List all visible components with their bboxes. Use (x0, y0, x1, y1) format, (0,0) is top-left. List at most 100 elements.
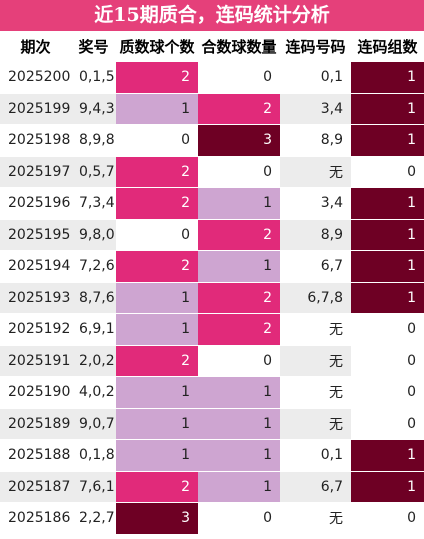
cell-prime-count: 2 (116, 156, 198, 188)
cell-consecutive-numbers: 无 (280, 408, 351, 440)
cell-issue: 2025188 (0, 439, 71, 472)
cell-prime-count: 2 (116, 345, 198, 377)
cell-award: 8,7,6 (71, 282, 116, 314)
table-row: 2025192 6,9,1 1 2 无 0 (0, 313, 424, 346)
table-row: 2025189 9,0,7 1 1 无 0 (0, 408, 424, 440)
cell-consecutive-numbers: 6,7 (280, 471, 351, 503)
table-row: 2025196 7,3,4 2 1 3,4 1 (0, 187, 424, 220)
cell-composite-count: 2 (198, 313, 280, 346)
cell-composite-count: 1 (198, 250, 280, 283)
table-row: 2025197 0,5,7 2 0 无 0 (0, 156, 424, 188)
table-row: 2025193 8,7,6 1 2 6,7,8 1 (0, 282, 424, 314)
cell-award: 0,5,7 (71, 156, 116, 188)
table-row: 2025191 2,0,2 2 0 无 0 (0, 345, 424, 377)
cell-prime-count: 1 (116, 439, 198, 472)
cell-issue: 2025199 (0, 93, 71, 125)
cell-composite-count: 2 (198, 93, 280, 125)
cell-composite-count: 2 (198, 219, 280, 251)
cell-consecutive-groups: 0 (351, 408, 424, 440)
table-row: 2025186 2,2,7 3 0 无 0 (0, 502, 424, 535)
cell-award: 9,0,7 (71, 408, 116, 440)
cell-consecutive-numbers: 无 (280, 502, 351, 535)
cell-composite-count: 0 (198, 345, 280, 377)
cell-issue: 2025193 (0, 282, 71, 314)
cell-prime-count: 1 (116, 376, 198, 409)
cell-award: 6,9,1 (71, 313, 116, 346)
header-award: 奖号 (71, 31, 116, 62)
cell-consecutive-numbers: 无 (280, 345, 351, 377)
cell-consecutive-numbers: 8,9 (280, 219, 351, 251)
cell-composite-count: 1 (198, 376, 280, 409)
cell-award: 0,1,8 (71, 439, 116, 472)
cell-consecutive-groups: 1 (351, 282, 424, 314)
cell-consecutive-groups: 0 (351, 156, 424, 188)
cell-consecutive-numbers: 3,4 (280, 93, 351, 125)
cell-consecutive-groups: 1 (351, 93, 424, 125)
table-header-row: 期次 奖号 质数球个数 合数球数量 连码号码 连码组数 (0, 31, 424, 62)
cell-prime-count: 3 (116, 502, 198, 535)
cell-composite-count: 1 (198, 471, 280, 503)
cell-award: 9,8,0 (71, 219, 116, 251)
cell-prime-count: 1 (116, 313, 198, 346)
cell-issue: 2025198 (0, 124, 71, 157)
cell-consecutive-numbers: 3,4 (280, 187, 351, 220)
cell-award: 2,0,2 (71, 345, 116, 377)
cell-composite-count: 0 (198, 502, 280, 535)
cell-consecutive-numbers: 无 (280, 313, 351, 346)
cell-issue: 2025189 (0, 408, 71, 440)
cell-consecutive-groups: 1 (351, 219, 424, 251)
page-title: 近15期质合，连码统计分析 (0, 0, 424, 31)
header-prime-count: 质数球个数 (116, 31, 198, 62)
cell-prime-count: 1 (116, 408, 198, 440)
cell-composite-count: 1 (198, 408, 280, 440)
cell-prime-count: 2 (116, 471, 198, 503)
header-consecutive-groups: 连码组数 (351, 31, 424, 62)
cell-consecutive-groups: 1 (351, 471, 424, 503)
cell-consecutive-numbers: 无 (280, 376, 351, 409)
cell-issue: 2025192 (0, 313, 71, 346)
header-consecutive-numbers: 连码号码 (280, 31, 351, 62)
cell-consecutive-groups: 1 (351, 124, 424, 157)
cell-award: 2,2,7 (71, 502, 116, 535)
cell-consecutive-numbers: 无 (280, 156, 351, 188)
cell-consecutive-groups: 0 (351, 376, 424, 409)
table-row: 2025195 9,8,0 0 2 8,9 1 (0, 219, 424, 251)
cell-consecutive-groups: 1 (351, 62, 424, 94)
cell-issue: 2025194 (0, 250, 71, 283)
cell-prime-count: 2 (116, 62, 198, 94)
table-row: 2025199 9,4,3 1 2 3,4 1 (0, 93, 424, 125)
cell-issue: 2025195 (0, 219, 71, 251)
cell-award: 9,4,3 (71, 93, 116, 125)
cell-composite-count: 2 (198, 282, 280, 314)
cell-prime-count: 2 (116, 250, 198, 283)
table-row: 2025190 4,0,2 1 1 无 0 (0, 376, 424, 409)
cell-consecutive-groups: 0 (351, 313, 424, 346)
cell-issue: 2025187 (0, 471, 71, 503)
table-row: 2025188 0,1,8 1 1 0,1 1 (0, 439, 424, 472)
cell-prime-count: 0 (116, 219, 198, 251)
header-issue: 期次 (0, 31, 71, 62)
cell-issue: 2025196 (0, 187, 71, 220)
cell-issue: 2025200 (0, 62, 71, 94)
cell-issue: 2025191 (0, 345, 71, 377)
cell-issue: 2025186 (0, 502, 71, 535)
cell-composite-count: 0 (198, 156, 280, 188)
cell-consecutive-numbers: 0,1 (280, 439, 351, 472)
cell-prime-count: 2 (116, 187, 198, 220)
cell-award: 8,9,8 (71, 124, 116, 157)
cell-award: 0,1,5 (71, 62, 116, 94)
table-row: 2025194 7,2,6 2 1 6,7 1 (0, 250, 424, 283)
cell-prime-count: 1 (116, 282, 198, 314)
table-body: 2025200 0,1,5 2 0 0,1 1 2025199 9,4,3 1 2 3,4 1 2025… (0, 62, 424, 535)
cell-consecutive-numbers: 6,7 (280, 250, 351, 283)
table-row: 2025200 0,1,5 2 0 0,1 1 (0, 62, 424, 94)
cell-composite-count: 1 (198, 439, 280, 472)
cell-composite-count: 0 (198, 62, 280, 94)
cell-prime-count: 0 (116, 124, 198, 157)
cell-consecutive-numbers: 8,9 (280, 124, 351, 157)
cell-composite-count: 3 (198, 124, 280, 157)
cell-composite-count: 1 (198, 187, 280, 220)
cell-consecutive-numbers: 6,7,8 (280, 282, 351, 314)
cell-award: 4,0,2 (71, 376, 116, 409)
table-row: 2025198 8,9,8 0 3 8,9 1 (0, 124, 424, 157)
